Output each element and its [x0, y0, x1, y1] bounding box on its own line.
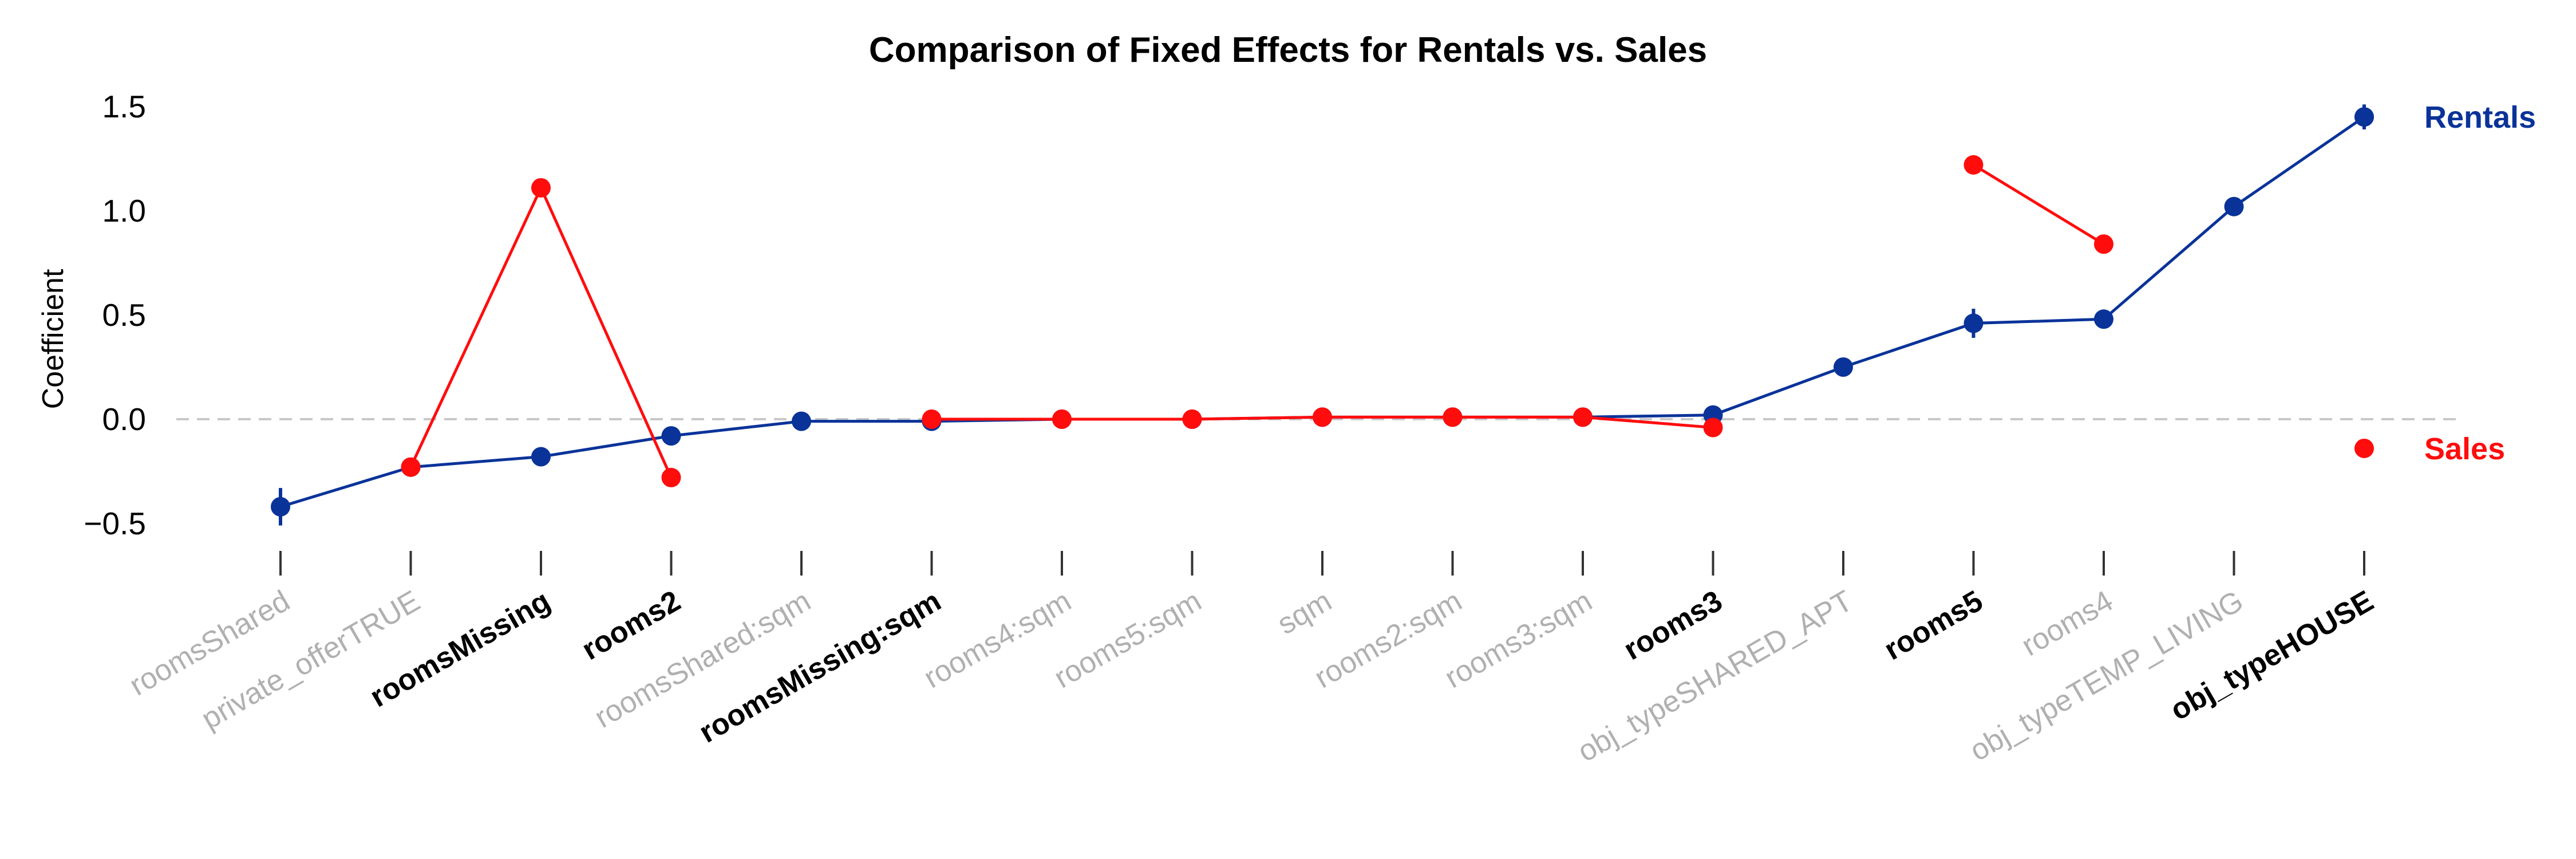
series-line-segment: [1843, 322, 1974, 369]
data-point: [661, 426, 681, 446]
series-sales: [401, 155, 2113, 487]
data-point: [1834, 357, 1853, 377]
x-tick-label-rooms4: rooms4: [2016, 584, 2119, 663]
x-axis-ticks: roomsSharedprivate_offerTRUEroomsMissing…: [124, 551, 2379, 769]
series-line-segment: [1192, 415, 1323, 421]
y-tick-label: 0.5: [102, 297, 146, 333]
legend-label-rentals: Rentals: [2424, 100, 2536, 135]
data-point: [401, 457, 421, 477]
x-tick-label-rooms2: rooms2: [576, 584, 686, 667]
y-axis-ticks: −0.5 0.0 0.5 1.0 1.5: [84, 89, 146, 541]
x-tick-label-private-offertrue: private_offerTRUE: [196, 584, 425, 736]
series-line-segment: [410, 455, 542, 469]
data-point: [1573, 407, 1593, 427]
y-tick-label: −0.5: [84, 506, 146, 541]
legend-marker-rentals: [2354, 107, 2374, 127]
data-point: [661, 467, 681, 487]
series-line-segment: [409, 187, 543, 468]
series-line-segment: [539, 187, 673, 478]
x-tick-label-rooms4-sqm: rooms4:sqm: [918, 584, 1077, 695]
series-line-segment: [2103, 205, 2235, 321]
y-tick-label: 0.0: [102, 401, 146, 437]
data-point: [1182, 409, 1202, 429]
data-point: [2224, 196, 2244, 216]
data-point: [1963, 155, 1984, 175]
x-tick-label-roomsmissing-sqm: roomsMissing:sqm: [694, 584, 947, 750]
y-tick-label: 1.0: [102, 193, 146, 228]
series-line-segment: [1582, 413, 1713, 419]
data-point: [2094, 309, 2113, 329]
data-point: [271, 497, 290, 517]
series-line-segment: [1973, 317, 2104, 325]
legend: Rentals Sales: [2354, 100, 2536, 466]
data-point: [922, 409, 942, 429]
data-point: [792, 411, 811, 431]
series-line-segment: [671, 420, 802, 438]
data-point: [531, 178, 551, 198]
chart-title: Comparison of Fixed Effects for Rentals …: [869, 30, 1707, 70]
data-point: [1313, 407, 1332, 427]
data-point: [1052, 409, 1072, 429]
series-line-segment: [1582, 415, 1713, 430]
series-line-segment: [280, 466, 412, 509]
x-tick-label-rooms3: rooms3: [1618, 584, 1728, 667]
data-point: [1703, 417, 1723, 438]
data-point: [1963, 313, 1984, 333]
x-tick-label-rooms3-sqm: rooms3:sqm: [1439, 584, 1598, 695]
x-tick-label-rooms5-sqm: rooms5:sqm: [1049, 584, 1207, 695]
series-rentals: [271, 104, 2374, 526]
series-line-segment: [1973, 163, 2105, 246]
data-point: [531, 447, 551, 467]
series-line-segment: [1712, 365, 1844, 417]
y-axis-label: Coefficient: [37, 269, 70, 409]
series-line-segment: [2233, 116, 2365, 208]
y-tick-label: 1.5: [102, 89, 146, 124]
legend-marker-sales: [2354, 438, 2374, 458]
data-point: [1443, 407, 1463, 427]
x-tick-label-sqm: sqm: [1272, 584, 1337, 641]
x-tick-label-rooms5: rooms5: [1879, 584, 1989, 667]
series-line-segment: [540, 434, 671, 458]
legend-label-sales: Sales: [2424, 432, 2505, 466]
series-layer: [271, 104, 2374, 526]
data-point: [2094, 234, 2113, 254]
x-tick-label-rooms2-sqm: rooms2:sqm: [1309, 584, 1468, 695]
x-tick-label-roomsshared-sqm: roomsShared:sqm: [589, 584, 816, 735]
